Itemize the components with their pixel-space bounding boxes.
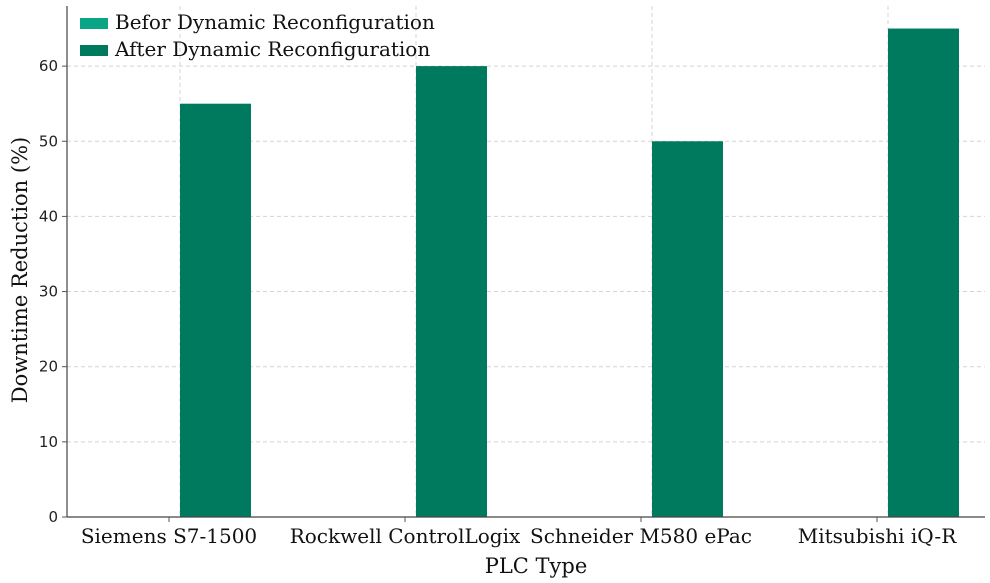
legend-swatch <box>80 18 108 29</box>
y-tick-label: 50 <box>39 132 58 150</box>
x-tick-label: Rockwell ControlLogix <box>290 524 521 548</box>
y-tick-label: 0 <box>48 508 58 526</box>
x-tick-label: Mitsubishi iQ-R <box>798 524 957 548</box>
y-tick-label: 20 <box>39 358 58 376</box>
bar-after <box>416 66 487 517</box>
y-tick-labels: 0 10 20 30 40 50 60 <box>39 57 67 526</box>
axes <box>66 6 985 518</box>
bar-after <box>652 141 723 517</box>
x-tick-labels: Siemens S7-1500 Rockwell ControlLogix Schn… <box>81 517 957 548</box>
y-tick-label: 30 <box>39 283 58 301</box>
x-tick-label: Schneider M580 ePac <box>530 524 752 548</box>
bars <box>180 28 959 518</box>
legend-label: After Dynamic Reconfiguration <box>114 37 430 61</box>
bar-after <box>180 103 251 518</box>
y-tick-label: 60 <box>39 57 58 75</box>
legend-swatch <box>80 45 108 56</box>
legend-label: Befor Dynamic Reconfiguration <box>115 10 435 34</box>
y-tick-label: 10 <box>39 433 58 451</box>
legend: Befor Dynamic Reconfiguration After Dynam… <box>80 10 435 61</box>
y-axis-label: Downtime Reduction (%) <box>8 137 32 403</box>
bar-after <box>888 28 959 517</box>
x-axis-label: PLC Type <box>485 554 588 578</box>
y-tick-label: 40 <box>39 207 58 225</box>
x-tick-label: Siemens S7-1500 <box>81 524 257 548</box>
